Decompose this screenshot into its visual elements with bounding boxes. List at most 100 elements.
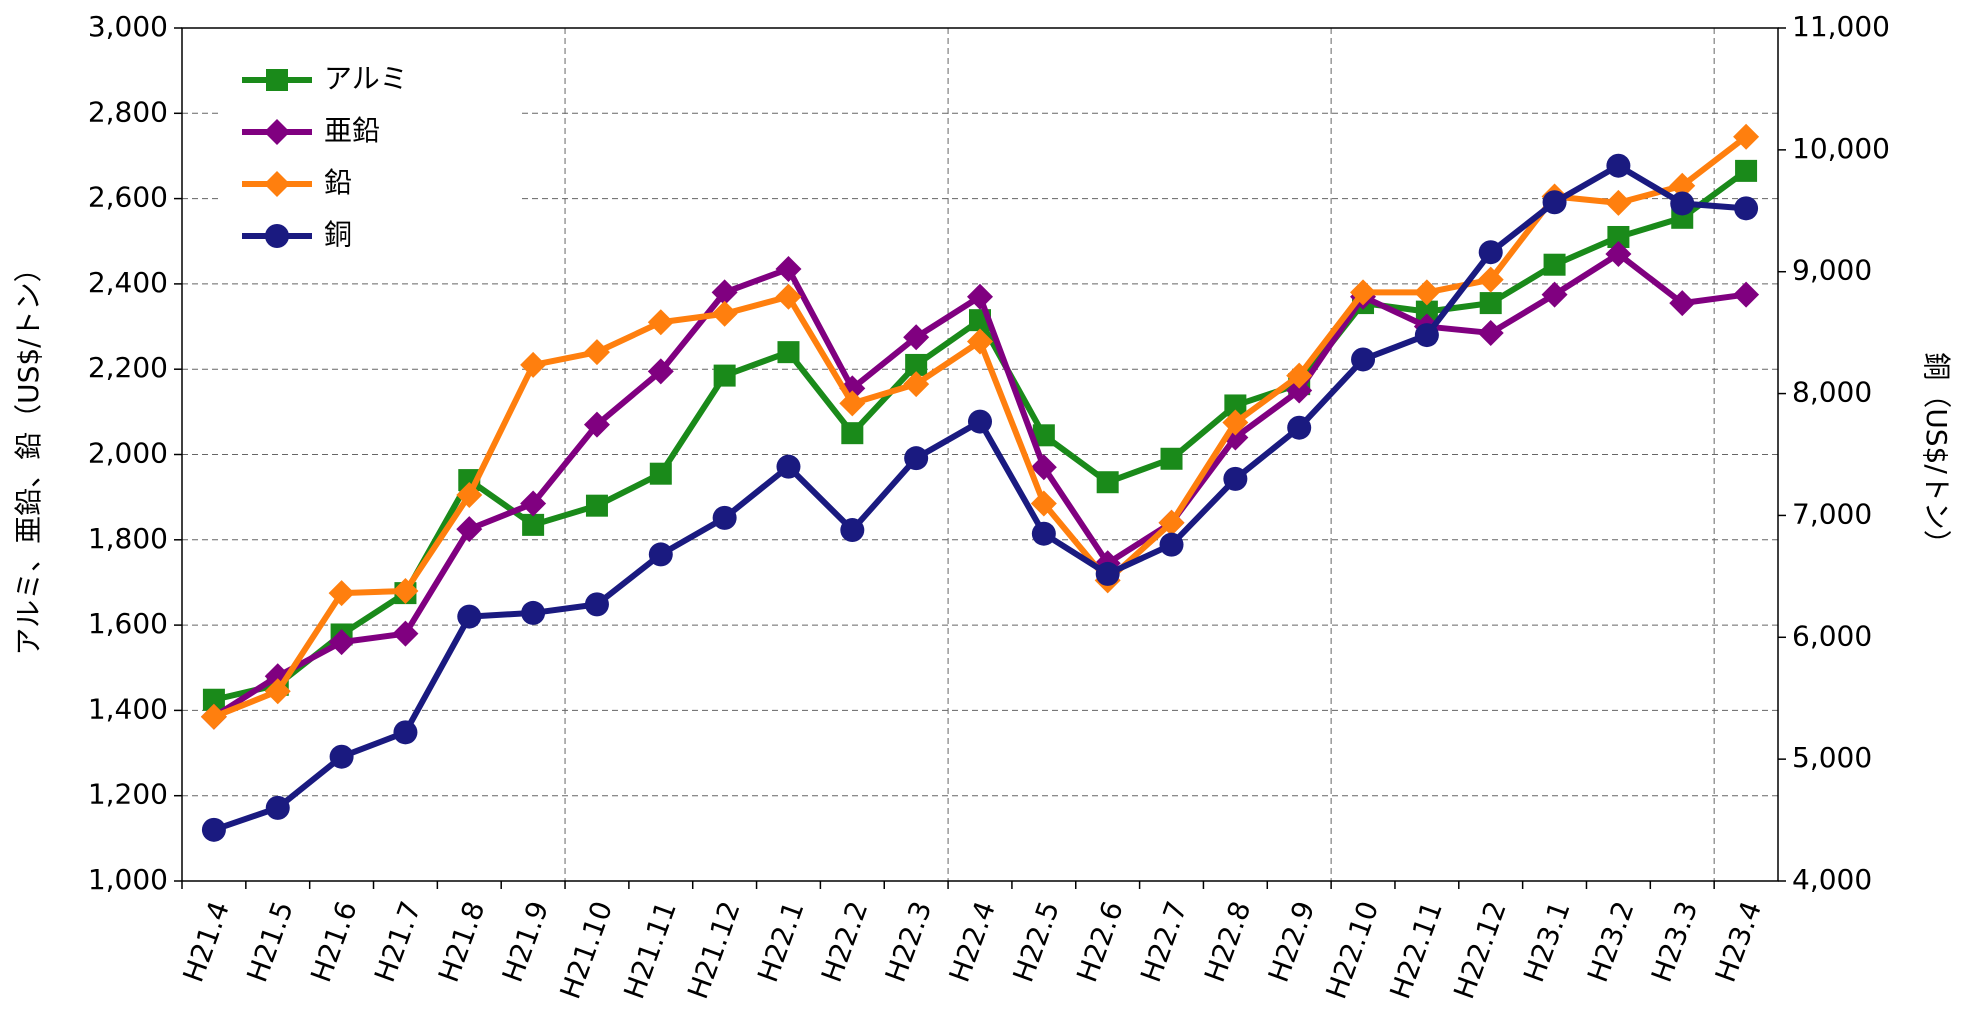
marker xyxy=(903,371,930,398)
marker xyxy=(1032,424,1055,447)
marker xyxy=(1733,281,1760,308)
y-tick-label: 2,400 xyxy=(88,266,168,299)
y2-tick-label: 10,000 xyxy=(1792,132,1890,165)
y-tick-label: 2,000 xyxy=(88,437,168,470)
marker xyxy=(329,744,354,769)
marker xyxy=(583,411,610,438)
marker xyxy=(1351,347,1376,372)
marker xyxy=(1733,123,1760,150)
marker xyxy=(1607,225,1630,248)
marker xyxy=(1030,490,1057,517)
marker xyxy=(712,505,737,530)
marker xyxy=(200,703,227,730)
y-tick-label: 2,800 xyxy=(88,95,168,128)
marker xyxy=(777,341,800,364)
x-tick-label: H22.8 xyxy=(1198,897,1258,987)
y-tick-label: 1,800 xyxy=(88,522,168,555)
x-tick-label: H22.6 xyxy=(1070,897,1130,987)
marker xyxy=(328,629,355,656)
x-tick-label: H23.4 xyxy=(1709,897,1769,987)
marker xyxy=(840,518,865,543)
marker xyxy=(1605,241,1632,268)
marker xyxy=(1224,394,1247,417)
marker xyxy=(1477,319,1504,346)
marker xyxy=(265,224,289,248)
marker xyxy=(967,328,993,355)
marker xyxy=(1413,279,1440,306)
marker xyxy=(1479,292,1502,315)
marker xyxy=(264,678,291,705)
series-line xyxy=(212,162,1747,833)
marker xyxy=(264,119,290,145)
marker xyxy=(1350,279,1377,306)
marker xyxy=(841,422,864,445)
marker xyxy=(1031,521,1056,546)
y-tick-label: 1,400 xyxy=(88,692,168,725)
marker xyxy=(585,494,608,517)
marker xyxy=(713,364,736,387)
marker xyxy=(1222,409,1249,436)
y2-tick-label: 4,000 xyxy=(1792,863,1872,896)
marker xyxy=(1415,300,1438,323)
marker xyxy=(968,409,992,434)
marker xyxy=(201,817,226,842)
marker xyxy=(839,390,866,417)
marker xyxy=(1542,190,1567,215)
marker xyxy=(1669,290,1696,317)
legend-label: アルミ xyxy=(324,62,408,95)
marker xyxy=(1286,362,1313,389)
x-tick-label: H22.9 xyxy=(1262,897,1322,987)
x-tick-label: H22.2 xyxy=(815,897,875,987)
marker xyxy=(647,309,674,336)
x-tick-label: H22.5 xyxy=(1006,897,1066,987)
marker xyxy=(328,580,355,607)
marker xyxy=(392,577,419,604)
marker xyxy=(1670,191,1695,216)
x-tick-label: H21.5 xyxy=(240,897,300,987)
legend-label: 亜鉛 xyxy=(324,114,380,147)
marker xyxy=(1605,189,1632,216)
x-tick-label: H22.10 xyxy=(1320,897,1386,1003)
marker xyxy=(1160,447,1183,470)
marker xyxy=(775,255,802,282)
marker xyxy=(584,592,609,617)
marker xyxy=(456,482,483,509)
marker xyxy=(1287,415,1312,440)
y2-tick-label: 11,000 xyxy=(1792,10,1890,43)
y2-tick-label: 5,000 xyxy=(1792,741,1872,774)
marker xyxy=(1159,532,1184,557)
marker xyxy=(1158,509,1185,536)
marker xyxy=(522,513,545,536)
y2-tick-label: 7,000 xyxy=(1792,497,1872,530)
marker xyxy=(1096,471,1119,494)
marker xyxy=(1669,172,1696,199)
marker xyxy=(1478,240,1503,265)
marker xyxy=(1734,196,1759,221)
marker xyxy=(1543,253,1566,276)
y-axis-title: アルミ、亜鉛、鉛（US$/トン） xyxy=(12,254,45,655)
x-tick-label: H23.1 xyxy=(1517,897,1577,987)
y2-axis-title: 銅（US$/トン） xyxy=(1920,352,1953,558)
x-tick-label: H23.2 xyxy=(1581,897,1641,987)
marker xyxy=(393,720,418,745)
marker xyxy=(1030,454,1057,481)
marker xyxy=(1541,281,1568,308)
marker xyxy=(647,358,674,385)
x-tick-label: H22.7 xyxy=(1134,897,1194,987)
marker xyxy=(1735,159,1758,182)
x-tick-label: H23.3 xyxy=(1645,897,1705,987)
marker xyxy=(1477,266,1504,293)
x-tick-label: H21.11 xyxy=(617,897,683,1003)
x-tick-label: H22.4 xyxy=(943,897,1003,987)
marker xyxy=(903,324,930,351)
marker xyxy=(521,600,546,625)
marker xyxy=(776,454,801,479)
marker xyxy=(967,283,993,310)
marker xyxy=(264,171,290,197)
plot-frame xyxy=(181,27,1779,882)
x-tick-label: H21.12 xyxy=(681,897,747,1003)
marker xyxy=(392,620,419,647)
y2-tick-label: 6,000 xyxy=(1792,619,1872,652)
